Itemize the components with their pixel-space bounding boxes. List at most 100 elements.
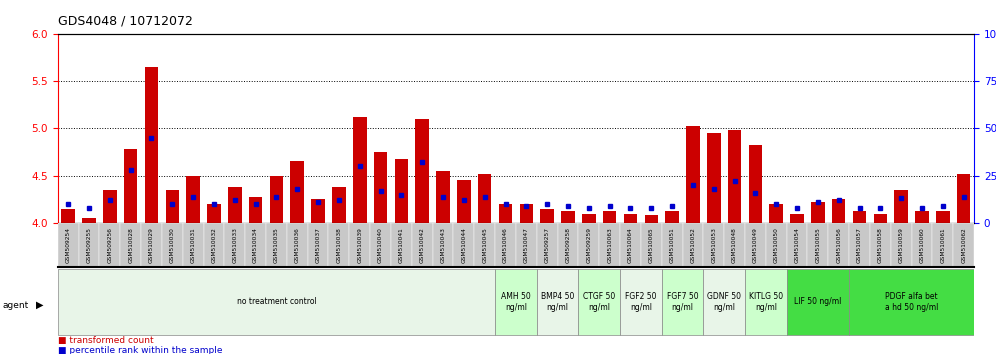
Text: ▶: ▶ — [36, 300, 44, 310]
Bar — [207, 204, 221, 223]
Text: GSM509257: GSM509257 — [545, 227, 550, 263]
Bar — [308, 223, 329, 267]
Text: GSM510065: GSM510065 — [648, 227, 653, 263]
Text: GSM510037: GSM510037 — [316, 227, 321, 263]
Bar — [894, 190, 908, 223]
Bar — [582, 213, 596, 223]
Text: GSM510039: GSM510039 — [358, 227, 363, 263]
Bar — [516, 223, 537, 267]
Bar — [432, 223, 453, 267]
Text: GSM510031: GSM510031 — [190, 227, 195, 263]
Bar — [600, 223, 621, 267]
Bar — [350, 223, 371, 267]
Bar — [541, 209, 554, 223]
Bar — [499, 204, 512, 223]
Text: GSM510057: GSM510057 — [857, 227, 863, 263]
Text: no treatment control: no treatment control — [237, 297, 317, 306]
Bar — [724, 223, 745, 267]
Bar — [436, 171, 450, 223]
Text: GSM509254: GSM509254 — [66, 227, 71, 263]
Text: GSM510035: GSM510035 — [274, 227, 279, 263]
Bar — [141, 223, 162, 267]
Bar — [374, 152, 387, 223]
Bar — [745, 223, 766, 267]
Bar — [124, 149, 137, 223]
Bar — [329, 223, 350, 267]
Text: GSM509259: GSM509259 — [587, 227, 592, 263]
Bar — [249, 198, 262, 223]
Text: GSM510046: GSM510046 — [503, 227, 508, 263]
Text: GSM510058: GSM510058 — [877, 227, 882, 263]
Text: GSM510059: GSM510059 — [898, 227, 903, 263]
Bar — [228, 187, 242, 223]
Bar — [287, 223, 308, 267]
Bar — [266, 223, 287, 267]
Text: GSM510042: GSM510042 — [419, 227, 424, 263]
Bar — [579, 223, 600, 267]
Bar — [915, 211, 929, 223]
Text: GSM510055: GSM510055 — [816, 227, 821, 263]
Bar — [537, 269, 579, 335]
Text: GSM510061: GSM510061 — [940, 227, 945, 263]
Text: GSM509255: GSM509255 — [87, 227, 92, 263]
Bar — [353, 117, 367, 223]
Bar — [100, 223, 121, 267]
Bar — [621, 223, 640, 267]
Text: GSM510044: GSM510044 — [461, 227, 466, 263]
Bar — [121, 223, 141, 267]
Bar — [850, 223, 870, 267]
Bar — [83, 218, 96, 223]
Bar — [957, 174, 970, 223]
Bar — [890, 223, 911, 267]
Bar — [873, 213, 887, 223]
Bar — [829, 223, 850, 267]
Text: CTGF 50
ng/ml: CTGF 50 ng/ml — [583, 292, 616, 312]
Bar — [495, 223, 516, 267]
Bar — [644, 216, 658, 223]
Text: KITLG 50
ng/ml: KITLG 50 ng/ml — [749, 292, 783, 312]
Bar — [291, 161, 304, 223]
Text: GSM510036: GSM510036 — [295, 227, 300, 263]
Bar — [787, 223, 808, 267]
Bar — [808, 223, 829, 267]
Bar — [453, 223, 474, 267]
Bar — [850, 269, 974, 335]
Text: GSM510051: GSM510051 — [669, 227, 674, 263]
Bar — [186, 176, 200, 223]
Bar — [661, 269, 703, 335]
Bar — [603, 211, 617, 223]
Bar — [182, 223, 203, 267]
Text: PDGF alfa bet
a hd 50 ng/ml: PDGF alfa bet a hd 50 ng/ml — [884, 292, 938, 312]
Text: GSM510060: GSM510060 — [919, 227, 924, 263]
Bar — [312, 199, 325, 223]
Text: FGF7 50
ng/ml: FGF7 50 ng/ml — [666, 292, 698, 312]
Bar — [332, 187, 346, 223]
Bar — [391, 223, 411, 267]
Bar — [411, 223, 432, 267]
Bar — [766, 223, 787, 267]
Bar — [682, 223, 703, 267]
Bar — [415, 119, 429, 223]
Text: AMH 50
ng/ml: AMH 50 ng/ml — [501, 292, 531, 312]
Text: GSM510040: GSM510040 — [378, 227, 383, 263]
Bar — [394, 159, 408, 223]
Bar — [665, 211, 679, 223]
Bar — [245, 223, 266, 267]
Bar — [165, 190, 179, 223]
Bar — [457, 181, 471, 223]
Text: GSM510047: GSM510047 — [524, 227, 529, 263]
Text: GSM510048: GSM510048 — [732, 227, 737, 263]
Text: GSM510053: GSM510053 — [711, 227, 716, 263]
Bar — [79, 223, 100, 267]
Bar — [144, 67, 158, 223]
Bar — [936, 211, 949, 223]
Bar — [640, 223, 661, 267]
Text: GSM510052: GSM510052 — [690, 227, 695, 263]
Text: GSM510029: GSM510029 — [149, 227, 154, 263]
Text: GSM510056: GSM510056 — [837, 227, 842, 263]
Text: GSM510038: GSM510038 — [337, 227, 342, 263]
Bar — [495, 269, 537, 335]
Text: GSM510032: GSM510032 — [211, 227, 216, 263]
Bar — [749, 145, 762, 223]
Text: GSM510030: GSM510030 — [169, 227, 175, 263]
